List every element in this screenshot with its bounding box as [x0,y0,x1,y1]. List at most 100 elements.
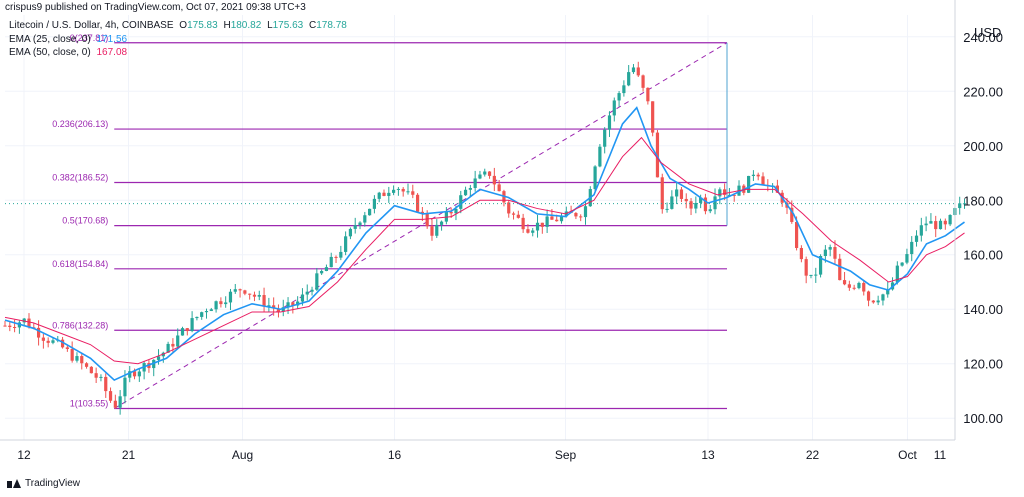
ema50-value: 167.08 [96,47,128,58]
candle-body [80,356,84,364]
candle-body [281,307,285,312]
candle-body [300,294,305,302]
candle-body [113,400,117,408]
candle-body [185,328,189,332]
candle-body [228,291,233,303]
candle-body [799,247,803,260]
candle-body [943,220,947,225]
candle-body [459,195,463,209]
candle-body [334,256,338,258]
fib-level-label: 0.5(170.68) [62,216,108,226]
candle-body [36,327,41,338]
ema50-label: EMA (50, close, 0) [9,47,91,58]
candle-body [267,305,271,307]
candle-body [41,337,45,341]
candle-body [272,305,276,309]
candle-body [929,221,933,224]
candle-body [756,174,760,177]
candle-body [804,259,808,276]
candle-body [775,185,779,193]
candle-body [315,273,319,290]
candle-body [200,312,204,317]
candle-body [89,366,93,374]
candle-body [857,282,861,289]
candle-body [794,221,799,248]
candle-body [305,291,309,295]
candle-body [387,192,391,196]
candle-body [905,254,909,263]
candle-body [12,326,17,328]
candle-body [94,373,98,378]
candle-body [924,223,928,226]
candle-body [747,175,751,193]
candle-body [358,222,362,226]
candle-body [339,251,343,258]
fib-retracement: 0(237.81) 0.236(206.13) 0.382(186.52) 0.5(1… [52,33,728,410]
candle-body [214,301,218,310]
x-tick-label: 22 [806,448,820,462]
candle-body [478,174,482,179]
candle-body [723,189,727,195]
y-tick-label: 100.00 [963,411,1003,426]
candle-body [372,198,377,209]
ohlc-close: C178.78 [309,20,347,31]
fib-level-label: 0(237.81) [70,33,109,43]
fib-level-label: 0.618(154.84) [52,259,108,269]
ema25-line [4,106,965,382]
candle-body [871,300,875,303]
candle-body [425,213,429,227]
candle-body [137,371,141,377]
ema50-legend[interactable]: EMA (50, close, 0) 167.08 [9,47,127,58]
candle-body [636,67,640,76]
candle-body [382,192,386,196]
candle-body [171,343,175,347]
candle-body [329,256,333,268]
candle-body [699,197,703,203]
candle-body [348,228,353,237]
candle-body [555,219,559,222]
candle-body [607,115,612,130]
candle-body [449,212,453,214]
candle-body [641,75,645,88]
ohlc-low: L175.63 [267,20,304,31]
candle-body [286,302,290,308]
candle-body [391,189,396,193]
candle-body [838,258,842,281]
candle-body [862,282,866,292]
fib-level-label: 0.786(132.28) [52,320,108,330]
fib-level-label: 0.382(186.52) [52,172,108,182]
candle-body [833,247,837,259]
candle-body [209,309,213,312]
ohlc-high: H180.82 [223,20,262,31]
candle-body [252,294,257,297]
candle-body [156,356,161,360]
y-tick-label: 200.00 [963,139,1003,154]
candle-body [276,308,281,312]
ema25-label: EMA (25, close, 0) [9,34,91,45]
candle-body [703,197,708,212]
ema25-legend[interactable]: EMA (25, close, 0) 171.56 [9,34,127,45]
candle-body [559,216,564,222]
candle-body [176,335,180,347]
candle-body [919,225,923,236]
candle-body [310,289,314,292]
candle-body [70,349,74,361]
candle-body [430,226,434,236]
candle-body [852,287,856,289]
candle-body [958,203,962,209]
candle-body [406,191,410,193]
candle-body [473,178,477,189]
candle-body [190,318,194,332]
candle-body [123,377,127,397]
symbol-legend[interactable]: Litecoin / U.S. Dollar, 4h, COINBASE O17… [9,20,347,31]
candle-body [540,222,544,227]
candle-body [516,214,520,218]
candle-body [396,188,400,190]
candle-body [60,339,65,348]
candle-body [526,229,530,233]
candle-body [248,293,252,295]
symbol-name: Litecoin / U.S. Dollar, 4h, COINBASE [9,20,174,31]
candle-body [655,132,660,178]
candle-body [46,340,50,343]
